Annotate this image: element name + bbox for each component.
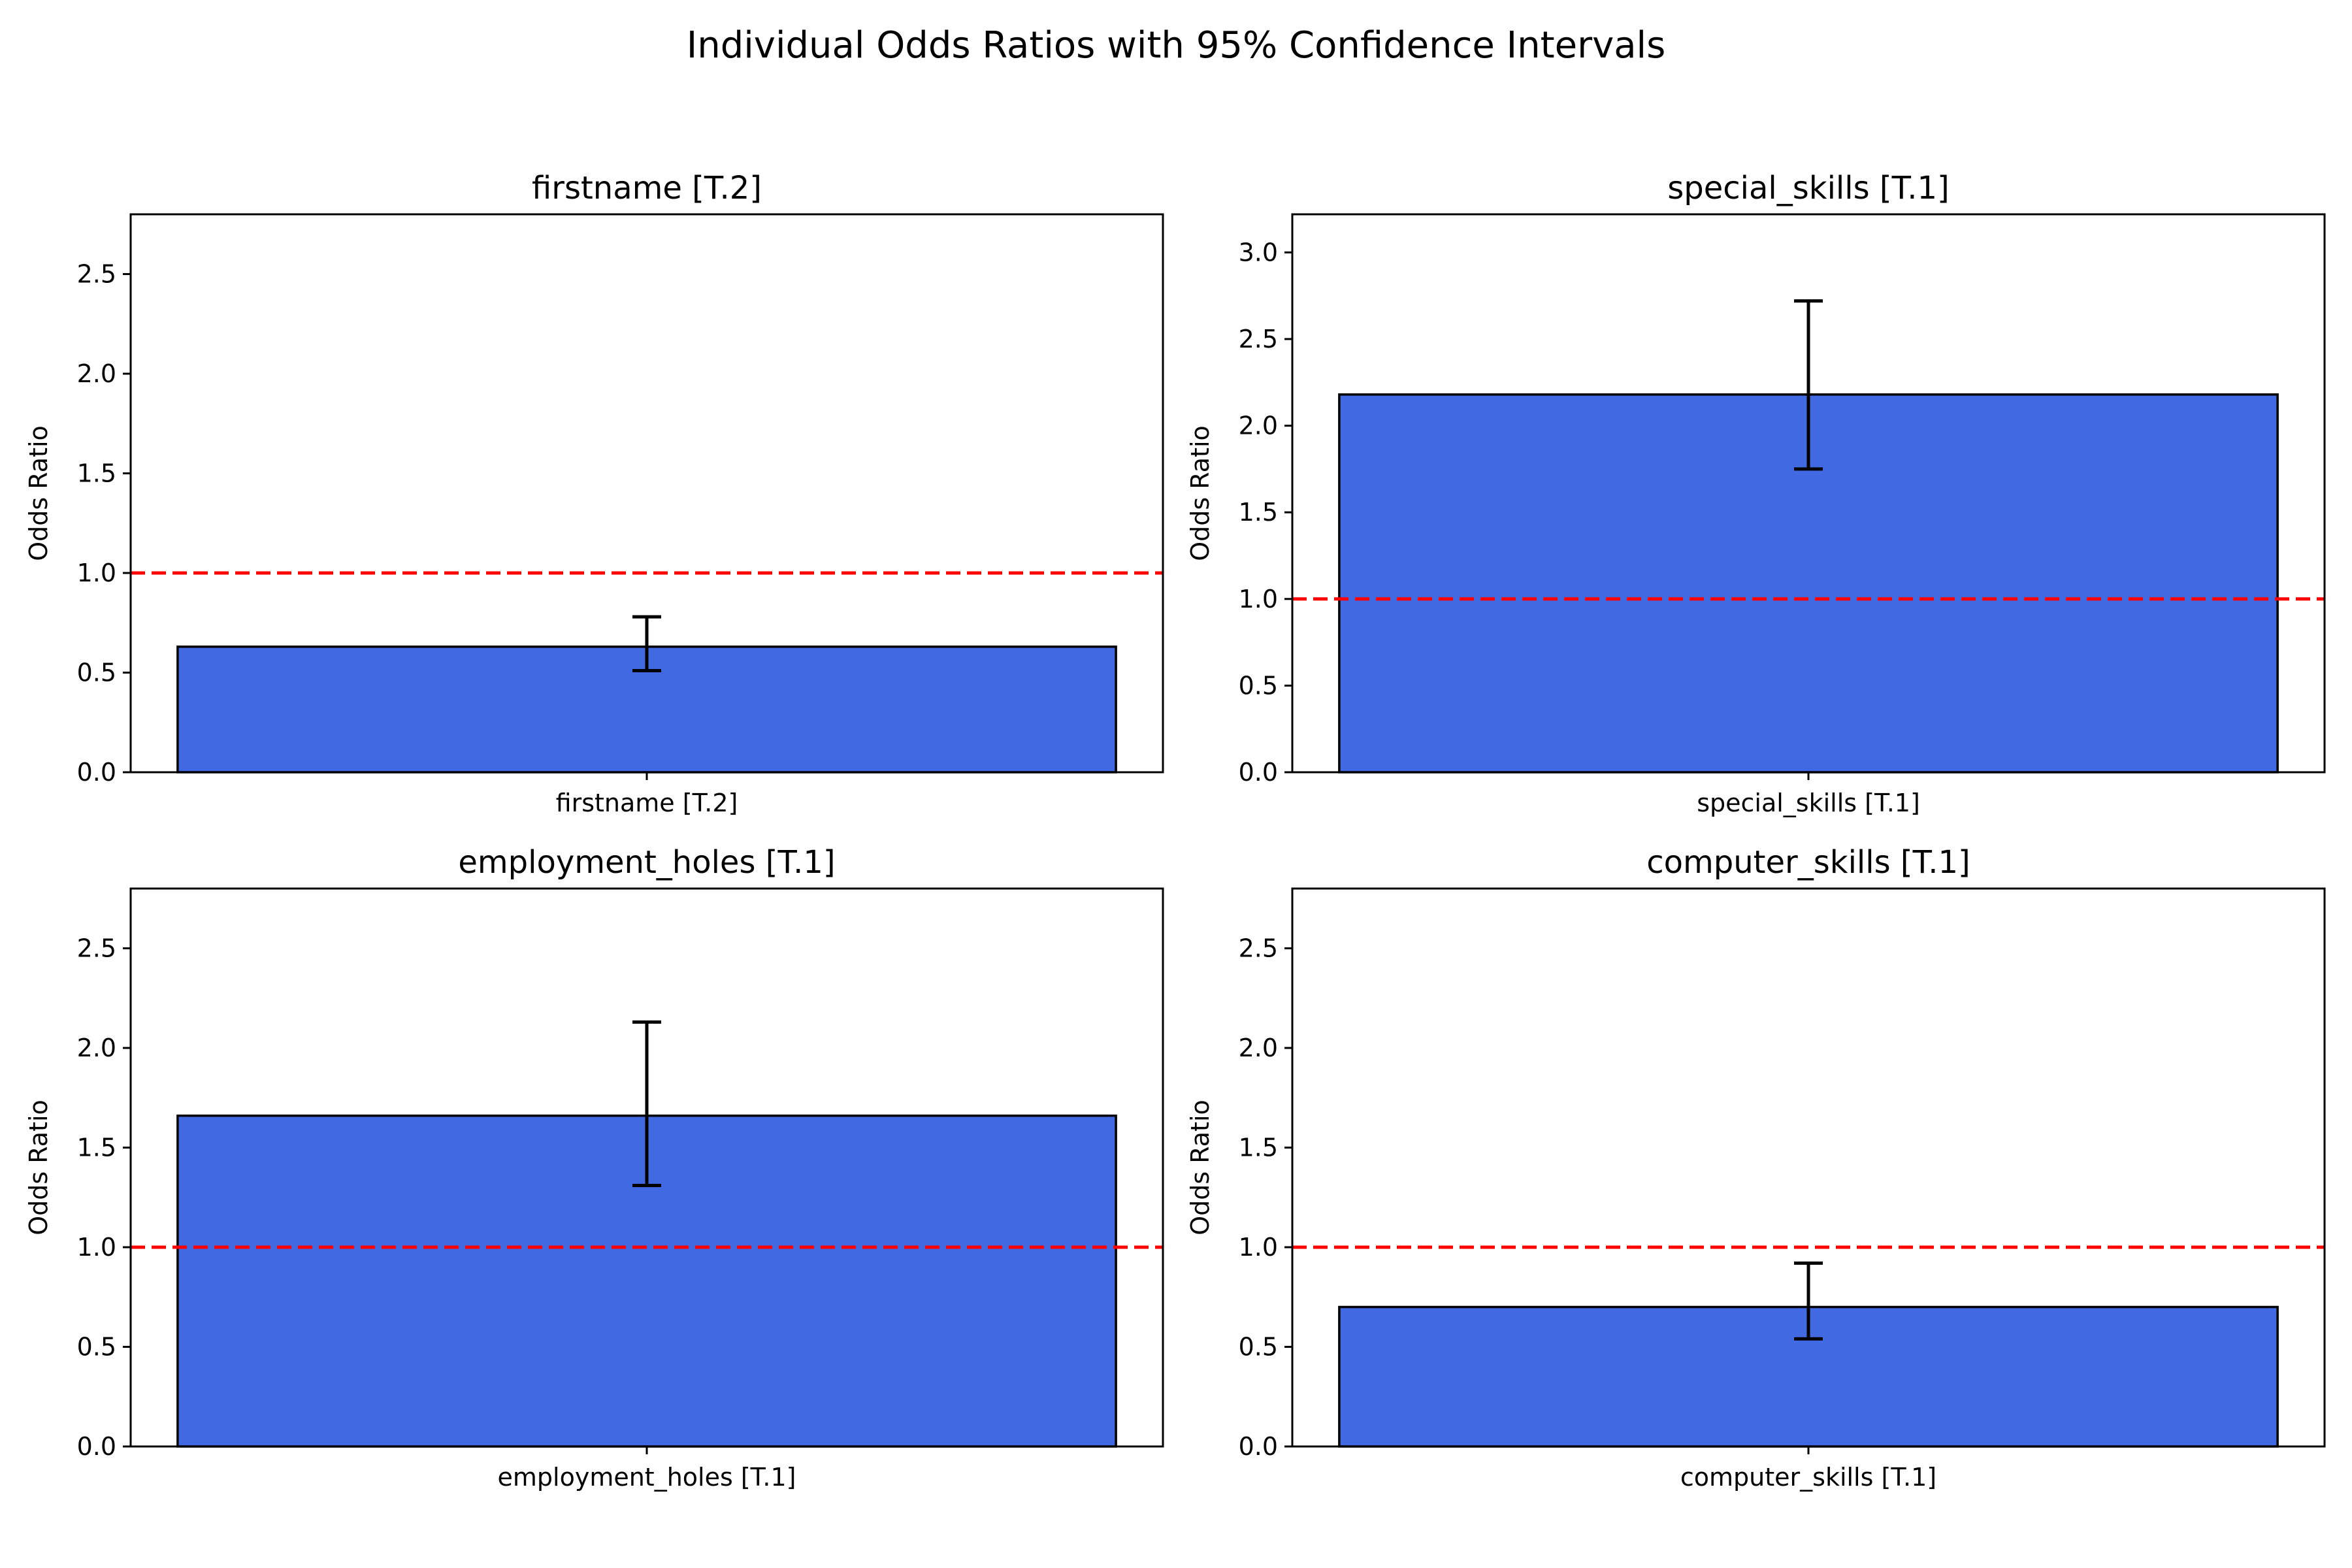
figure-title: Individual Odds Ratios with 95% Confiden…	[687, 24, 1666, 67]
confidence-interval-errorbar	[1794, 299, 1823, 471]
y-tick-label: 2.5	[77, 260, 116, 289]
y-tick-label: 3.0	[1239, 238, 1278, 267]
plot-area-frame	[1291, 213, 2326, 774]
subplot-title: employment_holes [T.1]	[458, 844, 835, 881]
y-tick-label: 2.5	[77, 934, 116, 963]
y-tick-label: 0.0	[77, 758, 116, 787]
y-axis-label: Odds Ratio	[24, 1100, 53, 1235]
y-tick-label: 1.5	[77, 1134, 116, 1162]
y-axis-label: Odds Ratio	[1186, 1100, 1215, 1235]
subplot-title: firstname [T.2]	[532, 170, 762, 206]
y-tick-label: 1.0	[1239, 585, 1278, 613]
subplot-special-skills-t-1: special_skills [T.1] special_skills [T.1]…	[1186, 170, 2326, 817]
plot-area-frame	[1291, 887, 2326, 1448]
y-tick-label: 1.0	[77, 559, 116, 587]
plot-area-frame	[129, 887, 1164, 1448]
y-axis-label: Odds Ratio	[1186, 425, 1215, 561]
x-tick-label: firstname [T.2]	[556, 789, 738, 817]
x-tick-label: computer_skills [T.1]	[1680, 1463, 1936, 1492]
y-tick-label: 2.5	[1239, 325, 1278, 353]
x-tick-label: special_skills [T.1]	[1697, 789, 1920, 817]
subplot-grid: firstname [T.2] firstname [T.2] 0.0 0.5 1.0 1…	[24, 170, 2326, 1492]
y-tick-label: 0.0	[1239, 758, 1278, 787]
y-tick-label: 0.5	[77, 1333, 116, 1362]
y-tick-label: 1.5	[77, 459, 116, 488]
x-tick-label: employment_holes [T.1]	[498, 1463, 796, 1492]
confidence-interval-errorbar	[632, 1020, 661, 1187]
confidence-interval-errorbar	[1794, 1261, 1823, 1341]
plot-area-frame	[129, 213, 1164, 774]
y-tick-label: 2.5	[1239, 934, 1278, 963]
y-tick-label: 1.0	[1239, 1233, 1278, 1262]
y-tick-label: 1.0	[77, 1233, 116, 1262]
y-axis-label: Odds Ratio	[24, 425, 53, 561]
subplot-firstname-t-2: firstname [T.2] firstname [T.2] 0.0 0.5 1.0 1…	[24, 170, 1164, 817]
y-tick-label: 0.0	[1239, 1432, 1278, 1461]
y-tick-label: 2.0	[77, 1034, 116, 1062]
subplot-computer-skills-t-1: computer_skills [T.1] computer_skills [T.…	[1186, 844, 2326, 1492]
y-tick-label: 2.0	[1239, 412, 1278, 440]
subplot-title: special_skills [T.1]	[1667, 170, 1949, 206]
confidence-interval-errorbar	[632, 615, 661, 672]
subplot-title: computer_skills [T.1]	[1646, 844, 1970, 881]
y-tick-label: 0.5	[77, 659, 116, 687]
y-tick-label: 0.5	[1239, 1333, 1278, 1362]
y-tick-label: 0.0	[77, 1432, 116, 1461]
y-tick-label: 2.0	[1239, 1034, 1278, 1062]
y-tick-label: 1.5	[1239, 1134, 1278, 1162]
y-tick-label: 2.0	[77, 359, 116, 388]
subplot-employment-holes-t-1: employment_holes [T.1] employment_holes […	[24, 844, 1164, 1492]
y-tick-label: 0.5	[1239, 671, 1278, 700]
y-tick-label: 1.5	[1239, 498, 1278, 527]
